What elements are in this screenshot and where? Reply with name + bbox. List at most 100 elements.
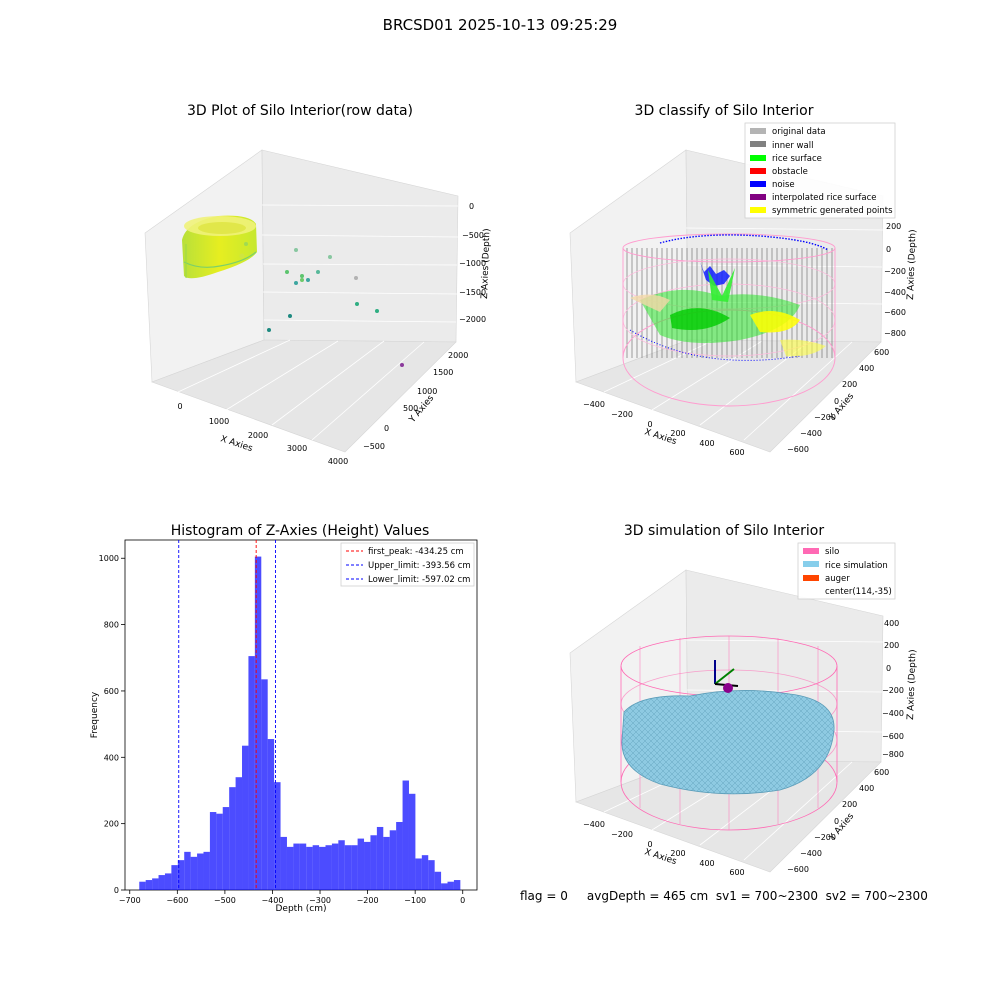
raw-ytick: −500 [363,442,385,451]
histogram-bar [274,782,281,890]
histogram-chart: −700 −600 −500 −400 −300 −200 −100 0 0 200 400 600… [90,539,478,914]
simulation-xtick: −200 [611,830,633,839]
classify-ytick: 200 [842,380,857,389]
histogram-legend: first_peak: -434.25 cm Upper_limit: -393… [340,542,475,587]
y-tick-label: 400 [104,753,119,762]
histogram-bar [415,858,422,890]
legend-label: interpolated rice surface [772,193,877,203]
legend-label: Lower_limit: -597.02 cm [368,575,470,585]
histogram-bar [139,881,146,890]
histogram-bar [197,853,204,890]
histogram-bar [229,787,236,890]
classify-ytick: −600 [787,445,809,454]
legend-swatch [750,194,766,200]
raw-ytick: 0 [384,424,389,433]
histogram-bar [408,793,416,890]
histogram-bar [254,556,262,890]
simulation-ztick: 200 [884,641,899,650]
classify-ytick: −400 [800,429,822,438]
y-tick-label: 0 [114,886,119,895]
y-tick-label: 800 [104,621,119,630]
histogram-xlabel: Depth (cm) [275,904,326,914]
simulation-ytick: −200 [814,833,836,842]
classify-ytick: 600 [874,348,889,357]
classify-ztick: −200 [884,267,906,276]
simulation-ztick: −400 [882,709,904,718]
classify-ytick: 400 [859,364,874,373]
simulation-xtick: 200 [670,849,685,858]
auger-marker [714,660,739,693]
histogram-bar [209,812,217,890]
raw-pane-back [261,149,459,343]
x-tick-label: −500 [214,896,236,905]
classify-3d-plot: original data inner wall rice surface ob… [569,122,918,457]
raw-xtick: 3000 [287,444,307,453]
raw-ztick: −1500 [459,288,486,297]
raw-pane-floor [151,339,457,453]
simulation-3d-plot: silo rice simulation auger center(114,-3… [569,542,918,877]
simulation-ticks: −400 −200 0 200 400 600 −600 −400 −200 0… [583,619,904,877]
histogram-bar [222,807,230,890]
histogram-bar [306,846,313,890]
classify-legend: original data inner wall rice surface ob… [744,122,896,219]
rice-simulation-surface [621,690,835,795]
x-tick-label: −700 [119,896,141,905]
simulation-legend: silo rice simulation auger center(114,-3… [797,542,896,600]
legend-swatch [750,181,766,187]
simulation-ytick: 200 [842,800,857,809]
raw-ztick: 0 [469,202,474,211]
raw-xtick: 2000 [248,431,268,440]
histogram-bar [261,679,268,890]
classify-xtick: 400 [699,439,714,448]
histogram-bar [441,883,448,890]
histogram-bar [331,843,339,890]
raw-ytick: 1500 [433,368,453,377]
raw-xtick: 0 [177,402,182,411]
histogram-bar [421,855,429,890]
histogram-bar [152,878,159,890]
histogram-bars [139,556,461,890]
legend-label: first_peak: -434.25 cm [368,547,464,557]
legend-swatch [803,561,819,567]
simulation-ztick: −800 [882,750,904,759]
legend-label: silo [825,547,839,557]
raw-outlier-points [267,248,404,367]
legend-label: rice surface [772,154,822,164]
simulation-ztick: −200 [882,686,904,695]
raw-3d-plot: 0 1000 2000 3000 4000 −500 0 500 1000 15… [144,149,492,466]
legend-label: auger [825,574,850,584]
simulation-ytick: 400 [859,784,874,793]
histogram-bar [357,838,365,890]
raw-zlabel: Z Axies (Depth) [480,228,492,299]
simulation-ylabel: Y Axies [827,811,856,843]
raw-rice-cloud [182,215,257,279]
raw-xtick: 4000 [328,457,348,466]
histogram-bar [364,841,371,890]
legend-swatch [750,141,766,147]
classify-xtick: 0 [647,420,652,429]
classify-xtick: −400 [583,400,605,409]
raw-xtick: 1000 [209,417,229,426]
raw-grid [177,204,459,441]
x-tick-label: −300 [309,896,331,905]
y-tick-label: 1000 [99,554,119,563]
classify-ztick: 200 [886,222,901,231]
raw-ztick: −1000 [459,259,486,268]
classify-ytick: 0 [834,397,839,406]
simulation-xtick: 0 [647,840,652,849]
classify-ztick: −800 [884,329,906,338]
histogram-bar [171,865,178,890]
histogram-bar [312,845,320,890]
histogram-bar [434,871,442,890]
histogram-bar [286,846,294,890]
legend-label: symmetric generated points [772,206,893,216]
histogram-bar [145,880,153,890]
raw-ticks: 0 1000 2000 3000 4000 −500 0 500 1000 15… [177,202,486,466]
histogram-x-ticks: −700 −600 −500 −400 −300 −200 −100 0 [119,890,465,905]
y-tick-label: 600 [104,687,119,696]
legend-label: inner wall [772,141,813,151]
legend-swatch [750,168,766,174]
raw-ztick: −2000 [459,315,486,324]
histogram-bar [325,845,332,890]
